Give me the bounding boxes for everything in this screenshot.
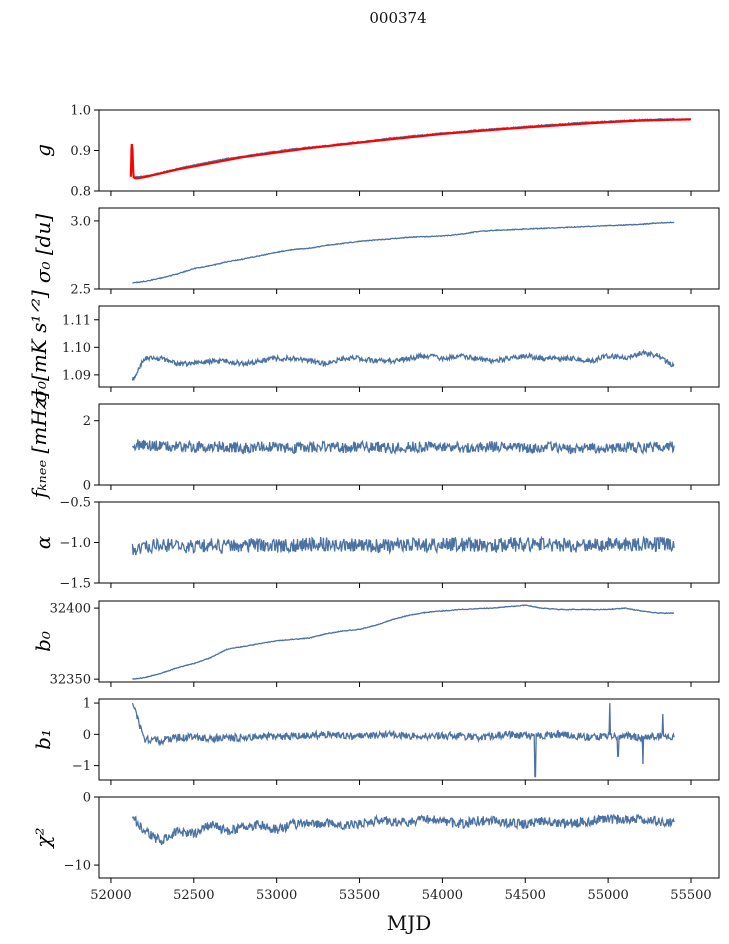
y-tick-label: −0.5 — [59, 496, 91, 511]
y-tick-label: −10 — [64, 859, 91, 874]
x-tick-label: 52500 — [173, 888, 214, 903]
y-axis-label: σ₀ [du] — [31, 214, 55, 284]
y-tick-label: −1.5 — [59, 577, 91, 592]
panel-6: −1 0 1 b₁ — [31, 697, 720, 785]
y-tick-label: 2 — [83, 414, 91, 429]
y-tick-label: 2.5 — [70, 283, 91, 298]
y-axis-label: σ₀[mK s¹ᐟ²] — [27, 290, 51, 403]
y-tick-label: 1 — [83, 697, 91, 712]
y-tick-label: 32400 — [50, 602, 91, 617]
y-axis-label: g — [31, 144, 55, 157]
y-tick-label: 0.8 — [70, 185, 91, 200]
axes-frame — [98, 600, 720, 683]
x-tick-label: 55500 — [670, 888, 711, 903]
y-tick-label: 1.10 — [62, 341, 91, 356]
data-line — [132, 221, 675, 284]
panel-1: 2.5 3.0 σ₀ [du] — [31, 207, 720, 298]
y-axis-label: b₀ — [31, 631, 55, 652]
y-axis-label: fₖₙₑₑ [mHz] — [27, 391, 51, 500]
y-tick-label: 0 — [83, 791, 91, 806]
y-axis-label: b₁ — [31, 729, 55, 750]
panel-4: −1.5 −1.0 −0.5 α — [31, 496, 720, 592]
x-tick-label: 53000 — [256, 888, 297, 903]
fit-line — [129, 118, 691, 180]
data-line — [131, 439, 675, 456]
x-tick-label: 52000 — [90, 888, 131, 903]
chart-title: 000374 — [369, 9, 426, 27]
y-tick-label: 0 — [83, 479, 91, 494]
y-tick-label: 1.0 — [70, 104, 91, 119]
data-line — [131, 702, 675, 778]
y-axis-label: α — [31, 535, 55, 549]
y-tick-label: 1.09 — [62, 368, 91, 383]
panel-3: 0 2 fₖₙₑₑ [mHz] — [27, 391, 720, 500]
axes-frame — [98, 207, 720, 290]
panel-2: 1.09 1.10 1.11 σ₀[mK s¹ᐟ²] — [27, 290, 720, 403]
data-line — [131, 349, 675, 381]
x-tick-label: 53500 — [339, 888, 380, 903]
y-tick-label: 1.11 — [62, 313, 91, 328]
y-tick-label: 0.9 — [70, 144, 91, 159]
y-tick-label: 0 — [83, 728, 91, 743]
axes-frame — [98, 796, 720, 879]
data-line — [132, 117, 675, 179]
y-tick-label: 32350 — [50, 673, 91, 688]
x-tick-label: 55000 — [587, 888, 628, 903]
y-tick-label: −1.0 — [59, 536, 91, 551]
y-tick-label: 3.0 — [70, 214, 91, 229]
axes-frame — [98, 698, 720, 781]
axes-frame — [98, 305, 720, 388]
x-tick-label: 54000 — [422, 888, 463, 903]
axes-frame — [98, 403, 720, 486]
data-line — [131, 535, 675, 556]
x-axis-label: MJD — [387, 911, 432, 935]
x-tick-label: 54500 — [505, 888, 546, 903]
data-line — [131, 813, 675, 846]
panel-0: 0.8 0.9 1.0 g — [31, 104, 720, 200]
data-line — [132, 604, 675, 680]
panel-7: −10 0 52000 52500 53000 53500 54000 54500 55000 5… — [31, 791, 720, 903]
y-tick-label: −1 — [72, 759, 91, 774]
panel-5: 32350 32400 b₀ — [31, 600, 720, 688]
y-axis-label: χ² — [31, 827, 55, 849]
